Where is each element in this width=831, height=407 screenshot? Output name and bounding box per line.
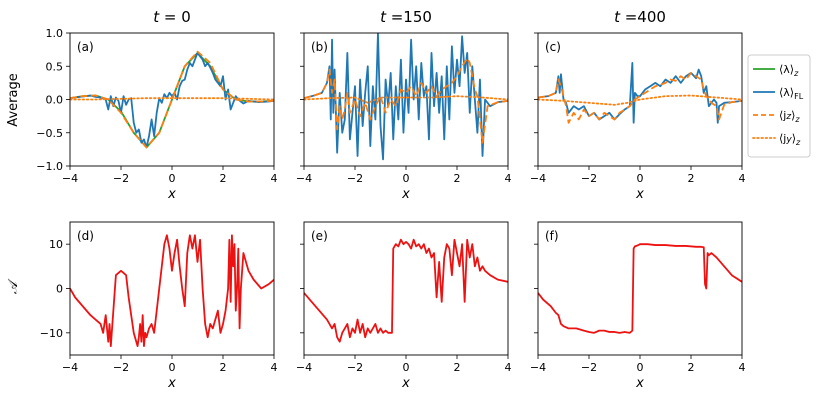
series-line-lambda_FL [538,62,742,124]
y-tick-label: −10 [40,327,63,340]
series-line-A [304,238,508,343]
x-tick-label: 0 [403,361,410,374]
series-line-A [70,234,274,348]
panel-tag: (b) [311,40,328,54]
series-line-jy_z [304,95,508,104]
x-tick-label: 4 [271,361,278,374]
x-tick-label: 0 [169,172,176,185]
series-group [538,62,742,124]
x-tick-label: 0 [637,361,644,374]
x-tick-label: 4 [739,361,746,374]
x-axis-label: x [635,187,644,202]
y-tick-label: 10 [49,238,63,251]
row2-ylabel: 𝒜 [6,278,21,294]
legend-label: ⟨jy⟩z [779,132,801,147]
y-tick-label: 0 [56,283,63,296]
legend-label: ⟨jz⟩z [779,109,800,124]
x-tick-label: −2 [581,361,597,374]
panel-tag: (a) [77,40,94,54]
legend: ⟨λ⟩z ⟨λ⟩FL ⟨jz⟩z ⟨jy⟩z [747,54,811,158]
series-group [538,243,742,334]
x-axis-label: x [167,187,176,202]
panel-tag: (e) [311,229,328,243]
x-tick-label: −2 [113,361,129,374]
x-tick-label: 4 [505,172,512,185]
x-tick-label: 2 [688,361,695,374]
row1-ylabel: Average [6,73,21,126]
x-tick-label: −2 [113,172,129,185]
y-tick-label: 0.5 [46,60,64,73]
legend-label: ⟨λ⟩z [779,63,799,78]
y-tick-label: 0.0 [46,94,64,107]
x-tick-label: −4 [296,172,312,185]
x-tick-label: 0 [637,172,644,185]
x-tick-label: 0 [403,172,410,185]
panel-tag: (d) [77,229,94,243]
panel-a: −4 −2 0 2 4 1.0 0.5 0.0 −0.5 −1.0 x (a) t = 0 [36,8,277,202]
x-tick-label: 2 [220,172,227,185]
y-tick-label: −0.5 [36,127,63,140]
series-group [304,238,508,343]
panel-tag: (f) [545,229,559,243]
series-group [304,33,508,161]
x-tick-label: −2 [347,361,363,374]
y-tick-label: −1.0 [36,160,63,173]
x-tick-label: 0 [169,361,176,374]
x-tick-label: −4 [530,172,546,185]
panels-group: −4 −2 0 2 4 1.0 0.5 0.0 −0.5 −1.0 x (a) t = 0 −4 −2 0 2 4… [36,8,745,391]
x-tick-label: 2 [688,172,695,185]
legend-label: ⟨λ⟩FL [779,86,804,101]
x-tick-label: −4 [62,361,78,374]
series-line-lambda_FL [70,52,274,149]
x-tick-label: −2 [581,172,597,185]
panel-title: t =150 [380,8,432,26]
x-tick-label: 2 [220,361,227,374]
series-line-jz_z [538,72,742,124]
y-tick-label: 1.0 [46,27,64,40]
panel-title: t = 0 [153,8,191,26]
series-group [70,50,274,149]
panel-d: −4 −2 0 2 4 10 0 −10 x (d) [40,221,278,391]
x-tick-label: −2 [347,172,363,185]
x-axis-label: x [401,376,410,391]
panel-e: −4 −2 0 2 4 x (e) [296,221,512,391]
x-axis-label: x [401,187,410,202]
panel-f: −4 −2 0 2 4 x (f) [530,221,746,391]
x-axis-label: x [167,376,176,391]
series-group [70,234,274,348]
series-line-lambda_FL [304,33,508,161]
series-line-jz_z [70,50,274,149]
panel-c: −4 −2 0 2 4 x (c) t =400 [530,8,746,202]
x-tick-label: 4 [739,172,746,185]
x-tick-label: −4 [62,172,78,185]
panel-tag: (c) [545,40,561,54]
series-line-A [538,243,742,334]
panel-b: −4 −2 0 2 4 x (b) t =150 [296,8,512,202]
x-tick-label: 2 [454,172,461,185]
panel-title: t =400 [614,8,666,26]
axes-frame [537,221,743,356]
x-tick-label: 4 [271,172,278,185]
x-tick-label: −4 [296,361,312,374]
x-tick-label: −4 [530,361,546,374]
x-tick-label: 2 [454,361,461,374]
series-line-jz_z [304,57,508,144]
legend-box [747,54,811,158]
x-tick-label: 4 [505,361,512,374]
series-line-jy_z [70,97,274,101]
axes-frame [69,221,275,356]
x-axis-label: x [635,376,644,391]
series-line-jy_z [538,94,742,106]
